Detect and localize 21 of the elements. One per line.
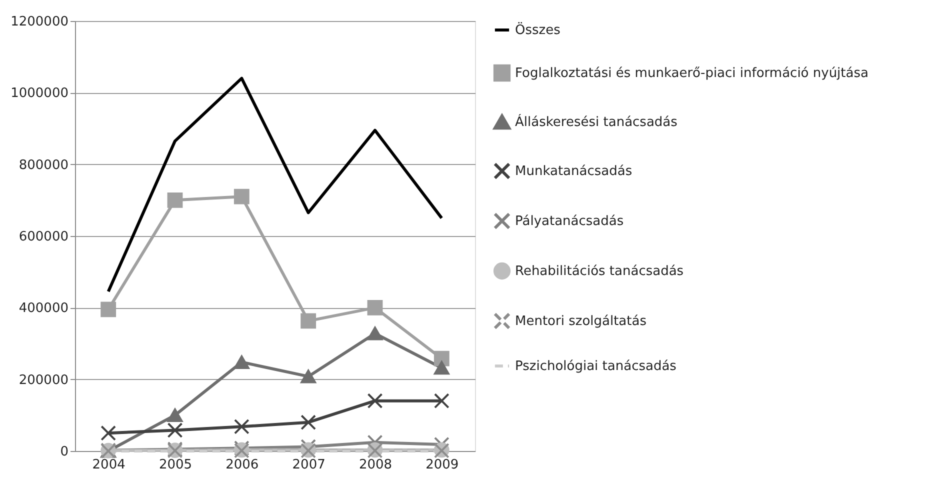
- x-tick-label: 2004: [92, 458, 126, 472]
- legend-label: Mentori szolgáltatás: [515, 314, 647, 329]
- x-tick-label: 2009: [426, 458, 459, 472]
- y-tick-label: 1000000: [10, 86, 68, 102]
- y-tick-label: 600000: [18, 230, 68, 244]
- legend-label: Pályatanácsadás: [515, 214, 624, 229]
- legend-label: Összes: [515, 22, 561, 38]
- legend-label: Munkatanácsadás: [515, 164, 632, 179]
- legend-label: Rehabilitációs tanácsadás: [515, 264, 684, 279]
- y-tick-label: 400000: [18, 301, 68, 316]
- legend-label: Álláskeresési tanácsadás: [515, 113, 678, 130]
- y-tick-label: 800000: [18, 158, 68, 173]
- x-tick-label: 2005: [158, 458, 192, 472]
- x-tick-label: 2008: [358, 458, 392, 472]
- legend-label: Foglalkoztatási és munkaerő-piaci információ nyújtása: [515, 66, 868, 81]
- x-tick-label: 2006: [226, 458, 259, 472]
- y-tick-label: 0: [60, 444, 68, 460]
- y-tick-label: 1200000: [10, 14, 68, 30]
- x-tick-label: 2007: [292, 458, 326, 472]
- y-tick-label: 200000: [18, 372, 68, 388]
- legend-label: Pszichológiai tanácsadás: [515, 359, 677, 374]
